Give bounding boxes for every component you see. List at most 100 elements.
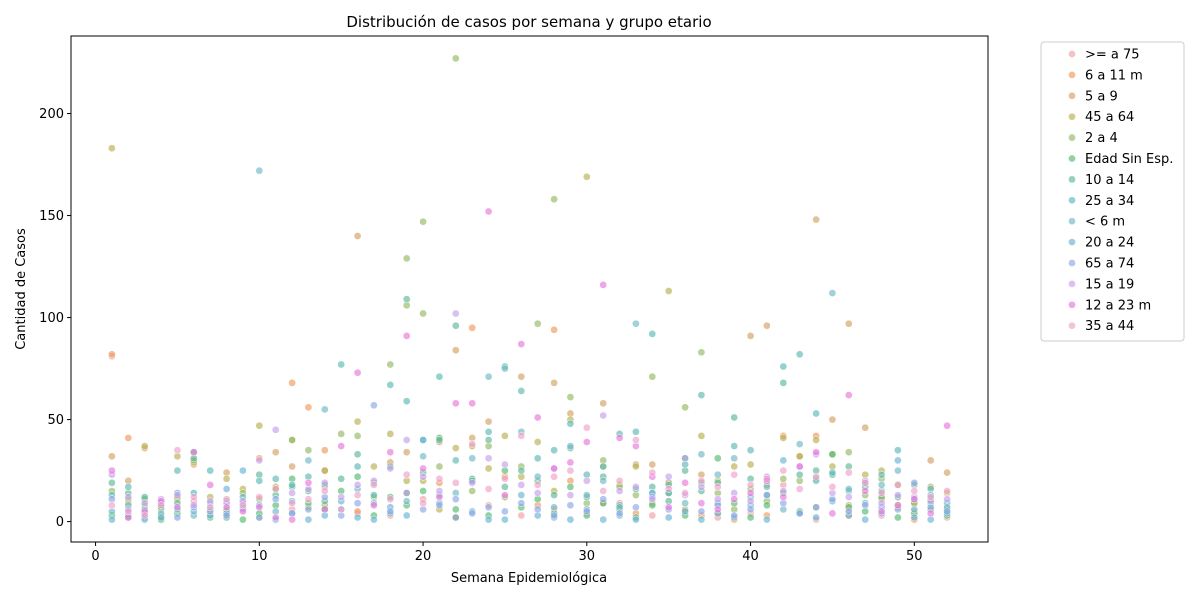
data-point (648, 372, 657, 381)
data-point (877, 499, 886, 508)
legend-marker (1068, 175, 1076, 184)
data-point (173, 513, 182, 522)
legend-marker (1068, 196, 1076, 205)
data-point (648, 511, 657, 520)
data-point (713, 454, 722, 463)
data-point (877, 481, 886, 489)
data-point (255, 503, 264, 512)
x-tick-label: 0 (91, 549, 99, 564)
legend-marker (1068, 259, 1076, 267)
data-point (468, 440, 477, 448)
data-point (795, 509, 804, 518)
data-point (304, 495, 313, 504)
data-point (648, 468, 657, 477)
legend-label: 5 a 9 (1085, 89, 1118, 104)
data-point (501, 515, 509, 524)
data-point (517, 466, 526, 475)
data-point (124, 434, 133, 442)
data-point (419, 436, 427, 444)
legend-marker (1068, 112, 1076, 121)
legend-marker (1068, 300, 1076, 309)
data-point (943, 487, 951, 495)
data-point (681, 499, 689, 508)
data-point (353, 513, 362, 522)
data-point (894, 513, 902, 522)
data-point (222, 474, 231, 483)
data-point (566, 491, 575, 499)
data-point (484, 464, 493, 473)
data-point (386, 360, 395, 369)
x-tick-label: 50 (906, 549, 923, 564)
data-point (451, 513, 460, 522)
data-point (599, 487, 608, 495)
data-point (484, 207, 493, 216)
data-point (943, 495, 951, 504)
data-point (877, 470, 886, 479)
data-point (124, 507, 133, 516)
data-point (222, 511, 231, 520)
data-point (730, 495, 739, 504)
data-point (926, 493, 935, 501)
data-point (926, 456, 935, 465)
data-point (468, 487, 477, 495)
data-point (812, 409, 820, 418)
data-point (189, 493, 198, 501)
data-point (288, 379, 296, 387)
data-point (173, 466, 182, 475)
data-point (910, 495, 919, 504)
data-point (435, 436, 444, 444)
data-point (451, 321, 460, 330)
data-point (681, 403, 689, 412)
data-point (697, 450, 706, 459)
data-point (812, 472, 820, 481)
data-point (713, 505, 722, 514)
data-point (271, 495, 280, 504)
data-point (501, 507, 509, 516)
data-point (206, 466, 215, 475)
data-point (451, 456, 460, 465)
data-point (353, 481, 362, 489)
data-point (517, 340, 526, 348)
data-point (566, 419, 575, 428)
data-point (402, 448, 411, 457)
data-point (599, 399, 608, 408)
data-point (746, 497, 755, 506)
data-point (419, 464, 427, 473)
data-point (402, 332, 411, 340)
legend-label: 25 a 34 (1085, 194, 1134, 209)
data-point (108, 466, 116, 475)
data-point (861, 501, 870, 510)
data-point (288, 481, 296, 489)
data-point (697, 507, 706, 516)
legend-marker (1068, 321, 1076, 330)
data-point (108, 350, 116, 359)
data-point (517, 387, 526, 395)
data-point (779, 466, 788, 475)
legend-marker (1068, 238, 1076, 246)
data-point (746, 446, 755, 455)
data-point (681, 478, 689, 487)
data-point (419, 217, 427, 226)
legend-marker (1068, 71, 1076, 79)
data-point (206, 481, 215, 489)
data-point (664, 472, 673, 481)
data-point (402, 397, 411, 406)
data-point (173, 491, 182, 499)
data-point (271, 485, 280, 493)
data-point (632, 483, 640, 491)
data-point (451, 478, 460, 487)
data-point (419, 452, 427, 461)
data-point (910, 478, 919, 487)
data-point (582, 491, 591, 499)
data-point (435, 501, 444, 510)
plot-frame (70, 35, 989, 543)
data-point (812, 503, 820, 512)
data-point (337, 360, 346, 369)
data-point (599, 476, 608, 485)
data-point (337, 442, 346, 450)
data-point (468, 399, 477, 408)
data-point (795, 350, 804, 359)
data-point (140, 499, 149, 508)
data-point (451, 309, 460, 318)
data-point (370, 462, 378, 471)
